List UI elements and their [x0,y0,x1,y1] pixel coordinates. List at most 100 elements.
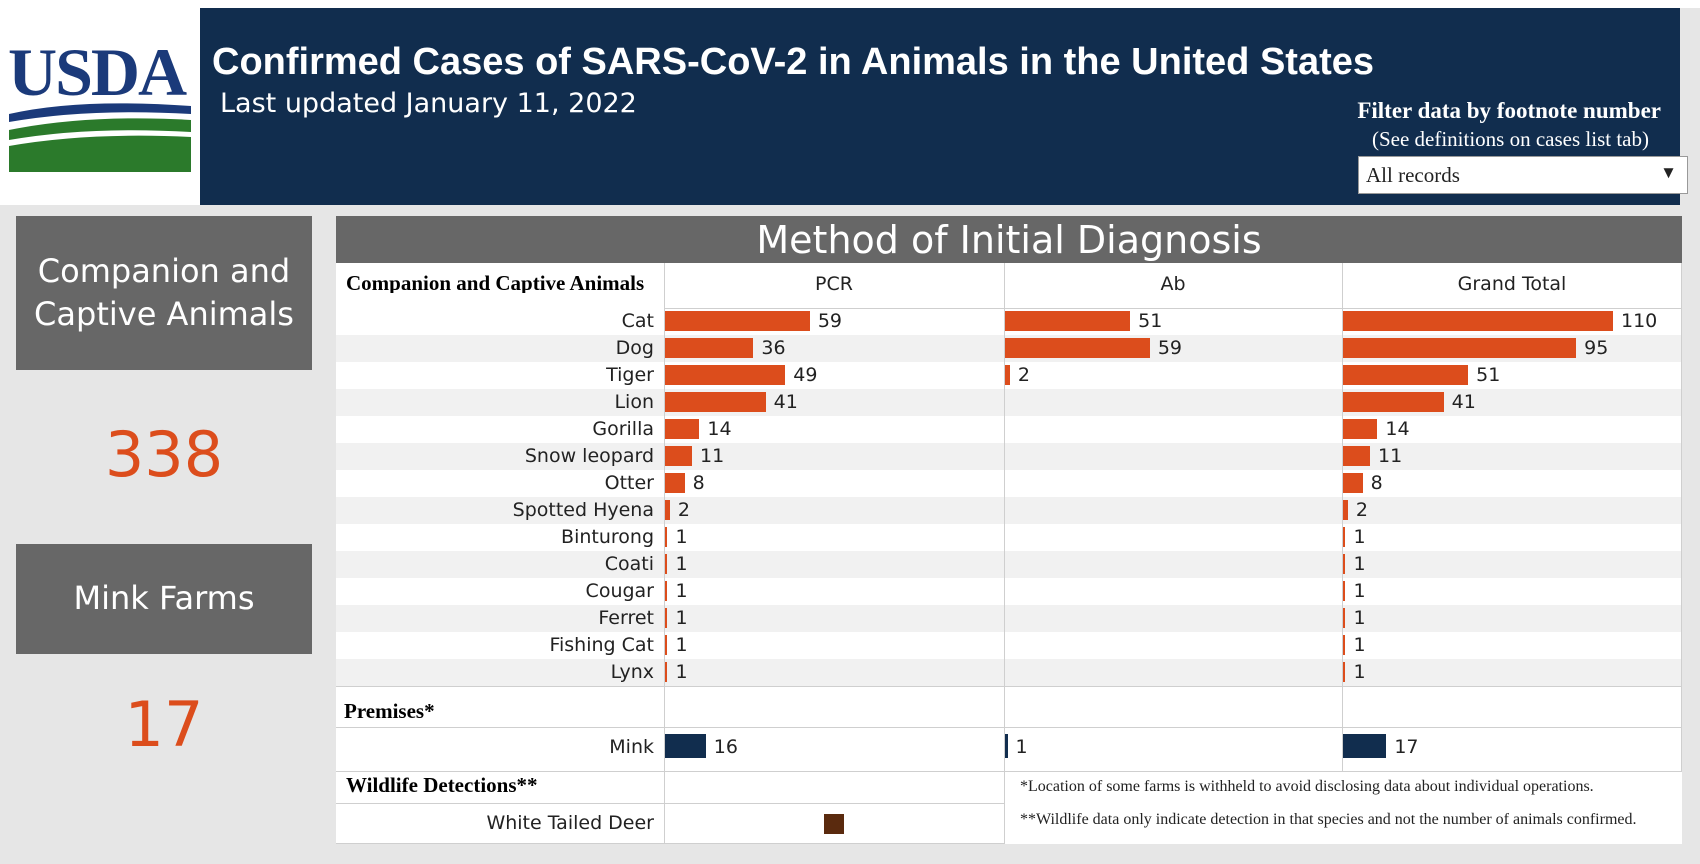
grid-hline-wildlife-end [336,843,1004,844]
column-header-pcr: PCR [815,273,853,295]
bar-pcr-coati [665,554,668,574]
section-wildlife: Wildlife Detections** [346,773,538,797]
value-label-grand-total-cougar: 1 [1353,580,1366,602]
row-label-fishing-cat: Fishing Cat [549,634,654,656]
footnote-filter-dropdown[interactable]: All records ▼ [1358,156,1688,194]
table-row [336,389,1682,416]
bar-ab-tiger [1005,365,1010,385]
grid-hline-wildlife [336,803,1004,804]
bar-pcr-cat [665,311,810,331]
value-label-ab-tiger: 2 [1017,364,1030,386]
bar-pcr-snow-leopard [665,446,692,466]
table-row [336,416,1682,443]
bar-grand-total-spotted-hyena [1343,500,1348,520]
row-label-binturong: Binturong [561,526,654,548]
bar-pcr-lynx [665,662,668,682]
value-label-grand-total-mink: 17 [1394,736,1419,758]
row-label-snow-leopard: Snow leopard [524,445,654,467]
row-label-cougar: Cougar [585,580,654,602]
bar-pcr-binturong [665,527,668,547]
value-label-grand-total-ferret: 1 [1353,607,1366,629]
row-label-white-tailed-deer: White Tailed Deer [486,812,654,834]
value-label-ab-dog: 59 [1157,337,1182,359]
value-label-grand-total-coati: 1 [1353,553,1366,575]
kpi-mink-label-box: Mink Farms [16,544,312,654]
value-label-pcr-lion: 41 [773,391,798,413]
page-title: Confirmed Cases of SARS-CoV-2 in Animals… [212,41,1375,83]
row-label-mink: Mink [609,736,654,758]
value-label-grand-total-lion: 41 [1451,391,1476,413]
bar-pcr-gorilla [665,419,700,439]
value-label-grand-total-binturong: 1 [1353,526,1366,548]
filter-title: Filter data by footnote number [1357,98,1661,123]
usda-logo-text: USDA [8,34,187,110]
value-label-grand-total-lynx: 1 [1353,661,1366,683]
bar-pcr-dog [665,338,754,358]
table-row [336,605,1682,632]
grid-hline-premises [336,727,1682,728]
footnote-premises: *Location of some farms is withheld to a… [1020,778,1594,795]
value-label-grand-total-tiger: 51 [1476,364,1501,386]
top-strip [0,0,1700,8]
bar-ab-dog [1005,338,1150,358]
last-updated: Last updated January 11, 2022 [220,88,637,119]
row-label-lynx: Lynx [610,661,654,683]
row-label-dog: Dog [615,337,654,359]
row-label-gorilla: Gorilla [592,418,654,440]
row-label-otter: Otter [604,472,654,494]
value-label-pcr-cougar: 1 [675,580,688,602]
value-label-grand-total-snow-leopard: 11 [1378,445,1403,467]
bar-pcr-mink [665,734,706,758]
value-label-pcr-spotted-hyena: 2 [677,499,690,521]
section-companion-captive: Companion and Captive Animals [346,271,645,293]
value-label-grand-total-spotted-hyena: 2 [1355,499,1368,521]
grid-vline-premises-right [1681,686,1682,772]
column-header-ab: Ab [1160,273,1186,295]
value-label-grand-total-gorilla: 14 [1385,418,1410,440]
row-label-cat: Cat [621,310,654,332]
row-label-spotted-hyena: Spotted Hyena [512,499,654,521]
value-label-pcr-snow-leopard: 11 [700,445,725,467]
bar-grand-total-cougar [1343,581,1346,601]
diagnosis-panel: Method of Initial Diagnosis PCR Ab Grand… [336,216,1682,844]
table-row [336,497,1682,524]
kpi-companion-label: Companion and Captive Animals [34,251,294,333]
table-row [336,578,1682,605]
section-premises: Premises* [344,699,435,723]
value-label-pcr-tiger: 49 [793,364,818,386]
caret-down-icon[interactable]: ▼ [1660,163,1677,182]
bar-grand-total-fishing-cat [1343,635,1346,655]
row-label-ferret: Ferret [598,607,654,629]
grid-vline-0 [664,263,665,699]
detection-marker-white-tailed-deer [824,814,844,834]
bar-ab-cat [1005,311,1131,331]
bar-pcr-spotted-hyena [665,500,670,520]
kpi-companion-value: 338 [104,418,224,491]
row-label-lion: Lion [614,391,654,413]
bar-grand-total-lynx [1343,662,1346,682]
table-row [336,443,1682,470]
bar-grand-total-tiger [1343,365,1469,385]
table-row [336,659,1682,686]
value-label-pcr-coati: 1 [675,553,688,575]
value-label-pcr-gorilla: 14 [707,418,732,440]
bar-pcr-otter [665,473,685,493]
row-label-coati: Coati [604,553,654,575]
grid-hline-mink-end-right [1020,771,1682,772]
grid-hline-header [664,308,1682,309]
row-label-tiger: Tiger [606,364,654,386]
grid-vline-premises-0 [664,686,665,772]
grid-vline-wildlife [664,771,665,844]
value-label-pcr-cat: 59 [817,310,842,332]
table-row [336,551,1682,578]
bar-grand-total-coati [1343,554,1346,574]
bar-pcr-tiger [665,365,786,385]
value-label-grand-total-dog: 95 [1584,337,1609,359]
bar-grand-total-cat [1343,311,1613,331]
grid-vline-premises-2 [1342,686,1343,772]
value-label-ab-cat: 51 [1138,310,1163,332]
table-row [336,470,1682,497]
grid-vline-right [1681,263,1682,699]
bar-grand-total-dog [1343,338,1577,358]
grid-vline-2 [1342,263,1343,699]
